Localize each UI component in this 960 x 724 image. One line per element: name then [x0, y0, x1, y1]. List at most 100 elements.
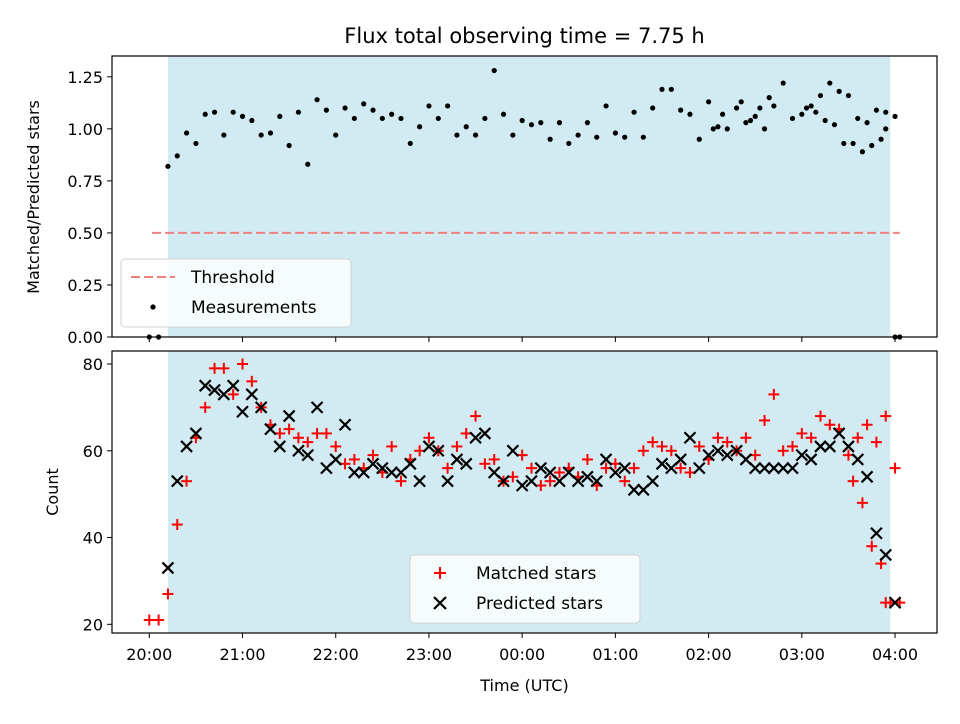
- matched-star-point: [693, 440, 705, 452]
- measurement-point: [813, 109, 819, 115]
- predicted-star-point: [189, 427, 203, 440]
- measurement-point: [239, 113, 246, 119]
- measurement-point: [454, 132, 460, 138]
- matched-star-point: [866, 540, 878, 552]
- measurement-point: [855, 115, 861, 122]
- chart-title: Flux total observing time = 7.75 h: [344, 24, 704, 48]
- predicted-star-point: [506, 444, 520, 458]
- measurement-point: [267, 130, 274, 136]
- predicted-star-point: [422, 440, 436, 453]
- matched-star-point: [740, 432, 752, 444]
- bottom-axis-ticks: 20:00 21:00 22:00 23:00 00:00 01:00 02:00 03:00…: [83, 355, 918, 664]
- measurement-point: [612, 130, 618, 136]
- predicted-star-point: [702, 448, 715, 462]
- predicted-star-point: [329, 453, 343, 466]
- measurement-point: [640, 134, 646, 140]
- predicted-star-point: [348, 466, 361, 479]
- predicted-star-point: [534, 461, 548, 475]
- measurement-point: [230, 109, 236, 115]
- matched-star-point: [451, 440, 463, 452]
- predicted-star-point: [170, 474, 184, 488]
- matched-star-point: [367, 449, 379, 461]
- measurement-point: [622, 134, 628, 140]
- measurement-point: [827, 80, 833, 86]
- predicted-star-point: [590, 474, 604, 488]
- matched-star-point: [628, 462, 640, 474]
- predicted-star-point: [431, 444, 445, 458]
- predicted-star-point: [888, 596, 902, 609]
- predicted-star-point: [366, 457, 380, 471]
- y-tick-label: 0.00: [67, 328, 103, 347]
- measurement-point: [333, 132, 339, 138]
- predicted-star-point: [161, 561, 175, 575]
- predicted-star-point: [609, 466, 622, 479]
- predicted-star-point: [842, 440, 855, 453]
- predicted-star-point: [441, 474, 454, 488]
- legend-matched-label: Matched stars: [476, 564, 596, 584]
- matched-star-point: [856, 497, 868, 509]
- predicted-star-point: [851, 453, 865, 466]
- measurement-point: [211, 109, 218, 115]
- measurement-point: [841, 140, 847, 147]
- predicted-star-point: [338, 418, 352, 432]
- matched-star-point: [442, 462, 454, 474]
- matched-star-point: [423, 432, 435, 444]
- predicted-star-point: [515, 479, 529, 492]
- matched-star-point: [656, 440, 668, 452]
- predicted-star-point: [870, 526, 883, 540]
- measurement-point: [668, 86, 674, 92]
- matched-star-point: [637, 445, 649, 457]
- measurement-point: [789, 115, 796, 122]
- top-ylabel: Matched/Predicted stars: [24, 100, 43, 294]
- predicted-star-point: [198, 379, 212, 392]
- measurement-point: [491, 67, 497, 74]
- predicted-star-point: [599, 453, 613, 466]
- measurement-point: [659, 86, 665, 92]
- predicted-star-point: [860, 470, 874, 484]
- predicted-star-point: [226, 379, 240, 392]
- x-tick-label: 20:00: [126, 645, 172, 664]
- measurement-point: [165, 163, 171, 169]
- bottom-legend: Matched stars Predicted stars: [409, 554, 641, 624]
- matched-star-point: [488, 453, 500, 465]
- matched-star-point: [581, 453, 593, 465]
- top-legend: Threshold Measurements: [120, 258, 352, 328]
- predicted-star-point: [273, 440, 287, 453]
- matched-star-point: [348, 453, 360, 465]
- matched-star-point: [889, 462, 901, 474]
- measurement-point: [202, 111, 208, 117]
- measurement-point: [883, 126, 889, 132]
- measurement-point: [836, 88, 842, 94]
- measurement-point: [738, 99, 744, 105]
- predicted-star-point: [711, 444, 725, 458]
- predicted-star-point: [618, 461, 631, 475]
- y-tick-label: 0.75: [67, 172, 103, 191]
- measurement-point: [594, 134, 600, 140]
- predicted-star-point: [497, 474, 510, 488]
- predicted-star-point: [581, 470, 594, 484]
- predicted-star-point: [236, 405, 249, 419]
- predicted-star-point: [748, 461, 762, 475]
- measurement-point: [799, 111, 805, 117]
- bottom-panel: 20:00 21:00 22:00 23:00 00:00 01:00 02:00 03:00…: [43, 350, 938, 695]
- predicted-star-point: [264, 422, 277, 436]
- legend-measurements-label: Measurements: [191, 298, 317, 318]
- measurement-point: [482, 115, 488, 122]
- measurement-point: [435, 115, 441, 122]
- matched-star-point: [768, 388, 780, 400]
- measurement-point: [766, 95, 772, 101]
- predicted-star-point: [525, 474, 538, 488]
- matched-star-point: [283, 423, 295, 435]
- matched-star-point: [861, 419, 873, 431]
- measurement-point: [389, 111, 395, 117]
- measurement-point: [883, 109, 889, 115]
- y-tick-label: 0.25: [67, 276, 103, 295]
- measurement-point: [258, 132, 264, 138]
- predicted-star-point: [459, 457, 473, 471]
- measurement-point: [249, 117, 255, 124]
- measurement-point: [417, 124, 423, 130]
- x-tick-label: 00:00: [499, 645, 545, 664]
- predicted-star-point: [413, 474, 426, 488]
- matched-star-point: [209, 362, 221, 374]
- measurement-point: [510, 132, 516, 138]
